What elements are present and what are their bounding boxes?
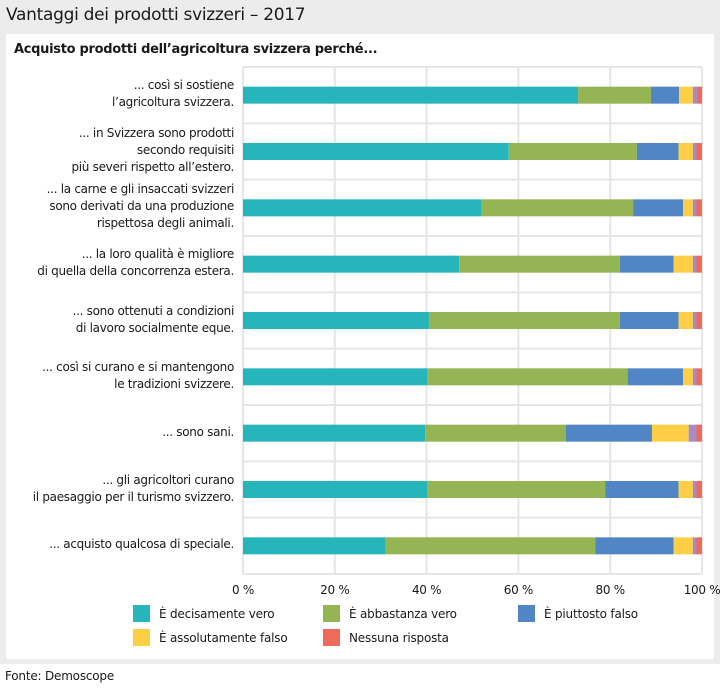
legend-swatch: [323, 605, 340, 622]
category-label: ... così si sostiene l’agricoltura svizz…: [112, 78, 234, 110]
bar-segment: [243, 368, 428, 386]
category-label: ... la loro qualità è migliore di quella…: [37, 247, 234, 279]
bar-segment: [243, 199, 482, 217]
legend-item: È abbastanza vero: [323, 605, 457, 622]
bar-segment: [481, 199, 634, 217]
bar-segment: [692, 481, 697, 498]
bar-segment: [678, 312, 693, 329]
bar-segment: [243, 143, 509, 160]
bar-segment: [565, 424, 652, 442]
bar-segment: [636, 143, 679, 160]
bar-segment: [651, 424, 689, 442]
category-label: ... la carne e gli insaccati svizzeri so…: [46, 182, 235, 231]
bar-segment: [619, 255, 674, 273]
category-label: ... gli agricoltori curano il paesaggio …: [32, 472, 235, 504]
bar-segment: [696, 537, 702, 555]
bar-segment: [427, 368, 628, 386]
x-tick-label: 100 %: [684, 583, 720, 597]
legend-label: È decisamente vero: [159, 606, 275, 621]
bar-segment: [243, 86, 579, 104]
category-label: ... sono ottenuti a condizioni di lavoro…: [72, 303, 235, 335]
bar-segment: [651, 86, 680, 104]
bar-segment: [692, 143, 697, 160]
bar-segment: [696, 143, 702, 160]
legend: È decisamente vero È abbastanza vero È piu…: [133, 605, 653, 651]
category-label: ... così si curano e si mantengono le tr…: [42, 359, 234, 391]
bar-segment: [578, 86, 652, 104]
bar-segment: [425, 424, 566, 442]
bar-segment: [633, 199, 684, 217]
bar-segment: [627, 368, 684, 386]
legend-label: Nessuna risposta: [349, 630, 449, 645]
bar-segment: [696, 481, 702, 498]
bar-segment: [679, 86, 693, 104]
bar-segment: [243, 481, 428, 498]
bar-segment: [619, 312, 679, 329]
legend-label: È abbastanza vero: [349, 606, 457, 621]
x-tick-label: 40 %: [412, 583, 441, 597]
bar-segment: [696, 424, 702, 442]
x-tick-label: 80 %: [596, 583, 625, 597]
bar-segment: [696, 86, 702, 104]
bar-segment: [678, 481, 693, 498]
bar-segment: [595, 537, 674, 555]
legend-label: È piuttosto falso: [544, 606, 638, 621]
bar-segment: [243, 537, 386, 555]
bar-segment: [692, 368, 697, 386]
legend-item: È decisamente vero: [133, 605, 275, 622]
bar-segment: [508, 143, 637, 160]
bar-segment: [696, 199, 702, 217]
x-tick-label: 60 %: [504, 583, 533, 597]
chart-subtitle: Acquisto prodotti dell’agricoltura svizz…: [14, 42, 378, 57]
category-label: ... acquisto qualcosa di speciale.: [49, 537, 234, 552]
bar-segment: [605, 481, 679, 498]
legend-swatch: [323, 629, 340, 646]
bar-segment: [673, 537, 693, 555]
bar-segment: [688, 424, 697, 442]
legend-swatch: [133, 605, 150, 622]
chart-panel: [6, 34, 714, 659]
bar-segment: [678, 143, 693, 160]
x-tick-label: 0 %: [232, 583, 254, 597]
bar-segment: [243, 312, 429, 329]
legend-label: È assolutamente falso: [159, 630, 288, 645]
category-label: ... in Svizzera sono prodotti secondo re…: [71, 126, 234, 174]
source-note: Fonte: Demoscope: [5, 669, 115, 683]
legend-item: È piuttosto falso: [518, 605, 638, 622]
bar-segment: [692, 537, 697, 555]
bar-segment: [683, 368, 693, 386]
bar-segment: [696, 255, 702, 273]
legend-item: Nessuna risposta: [323, 629, 449, 646]
bar-segment: [692, 86, 697, 104]
bar-segment: [427, 481, 606, 498]
category-label: ... sono sani.: [162, 424, 234, 439]
legend-swatch: [518, 605, 535, 622]
bar-segment: [696, 312, 702, 329]
legend-swatch: [133, 629, 150, 646]
bar-segment: [683, 199, 693, 217]
bar-segment: [673, 255, 693, 273]
bar-segment: [385, 537, 596, 555]
bar-segment: [243, 424, 426, 442]
bar-segment: [428, 312, 620, 329]
bar-segment: [243, 255, 460, 273]
bar-segment: [696, 368, 702, 386]
chart-title: Vantaggi dei prodotti svizzeri – 2017: [6, 5, 306, 25]
bar-segment: [459, 255, 620, 273]
bar-segment: [692, 255, 697, 273]
bar-segment: [692, 199, 697, 217]
x-tick-label: 20 %: [320, 583, 349, 597]
bar-segment: [692, 312, 697, 329]
legend-item: È assolutamente falso: [133, 629, 288, 646]
